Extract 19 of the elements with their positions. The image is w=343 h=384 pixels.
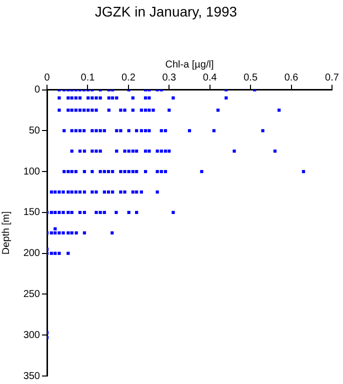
y-tick-label: 100 xyxy=(23,166,40,178)
x-tick-label: 0.4 xyxy=(202,72,218,84)
y-tick-label: 250 xyxy=(23,288,40,300)
x-tick-label: 0.7 xyxy=(325,72,340,84)
x-tick-label: 0.2 xyxy=(121,72,136,84)
x-tick-label: 0.5 xyxy=(244,72,258,84)
y-tick-label: 300 xyxy=(23,330,40,341)
x-tick-label: 0.3 xyxy=(162,72,177,84)
x-axis-title: Chl-a [µg/l] xyxy=(165,60,214,71)
x-tick-label: 0.1 xyxy=(80,72,96,84)
y-axis-title: Depth [m] xyxy=(0,211,12,255)
y-tick-label: 200 xyxy=(23,248,40,260)
x-tick-label: 0 xyxy=(44,72,50,84)
x-tick-label: 0.6 xyxy=(284,72,299,84)
y-tick-label: 50 xyxy=(28,125,40,136)
y-tick-label: 0 xyxy=(34,84,40,96)
chart-title: JGZK in January, 1993 xyxy=(94,3,238,20)
y-tick-label: 350 xyxy=(23,370,40,382)
y-tick-label: 150 xyxy=(23,207,40,218)
